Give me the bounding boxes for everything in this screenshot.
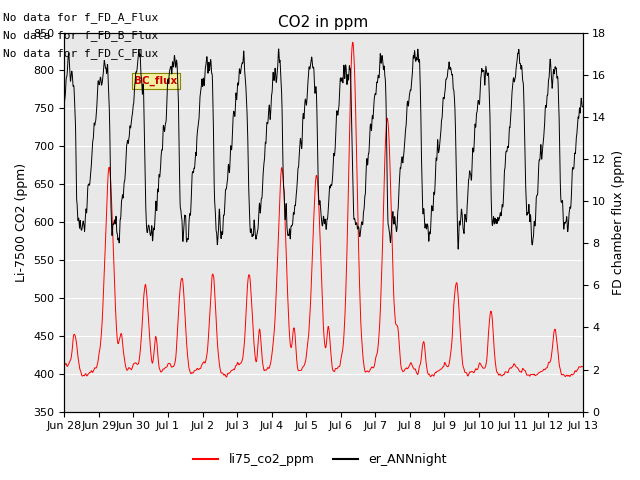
Text: BC_flux: BC_flux: [134, 76, 178, 86]
Title: CO2 in ppm: CO2 in ppm: [278, 15, 369, 30]
Text: No data for f_FD_B_Flux: No data for f_FD_B_Flux: [3, 30, 159, 41]
Y-axis label: FD chamber flux (ppm): FD chamber flux (ppm): [612, 150, 625, 295]
Y-axis label: Li-7500 CO2 (ppm): Li-7500 CO2 (ppm): [15, 163, 28, 282]
Legend: li75_co2_ppm, er_ANNnight: li75_co2_ppm, er_ANNnight: [188, 448, 452, 471]
Text: No data for f_FD_C_Flux: No data for f_FD_C_Flux: [3, 48, 159, 60]
Text: No data for f_FD_A_Flux: No data for f_FD_A_Flux: [3, 12, 159, 23]
